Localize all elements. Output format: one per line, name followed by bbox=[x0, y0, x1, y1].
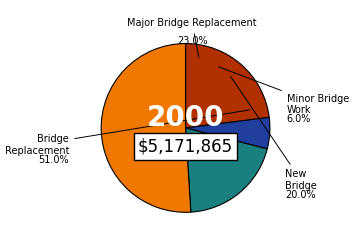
Text: 2000: 2000 bbox=[147, 104, 224, 132]
Wedge shape bbox=[186, 128, 267, 212]
Wedge shape bbox=[186, 43, 269, 128]
Text: Major Bridge Replacement: Major Bridge Replacement bbox=[127, 18, 257, 57]
Text: 6.0%: 6.0% bbox=[287, 114, 311, 125]
Text: Bridge
Replacement: Bridge Replacement bbox=[5, 110, 250, 156]
Text: Minor Bridge
Work: Minor Bridge Work bbox=[218, 67, 349, 115]
Text: $5,171,865: $5,171,865 bbox=[138, 137, 233, 156]
Text: 51.0%: 51.0% bbox=[39, 155, 69, 165]
Text: 20.0%: 20.0% bbox=[285, 190, 316, 201]
Wedge shape bbox=[186, 117, 270, 149]
Text: New
Bridge: New Bridge bbox=[231, 76, 317, 191]
Text: 23.0%: 23.0% bbox=[177, 36, 208, 46]
Wedge shape bbox=[101, 43, 191, 212]
